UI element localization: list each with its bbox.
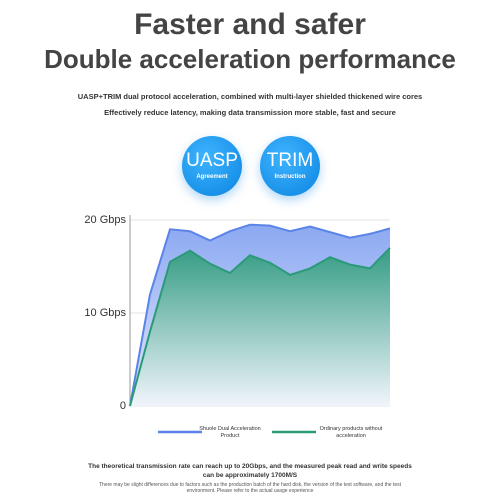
y-tick-label: 20 Gbps bbox=[84, 214, 126, 226]
subtitle: Double acceleration performance bbox=[44, 44, 456, 74]
footnote: The theoretical transmission rate can re… bbox=[88, 463, 412, 479]
legend-label: Shuole Dual Acceleration Product bbox=[199, 426, 261, 439]
badge: UASP Agreement bbox=[182, 136, 242, 196]
description: Effectively reduce latency, making data … bbox=[104, 108, 396, 117]
y-tick-label: 10 Gbps bbox=[84, 307, 126, 319]
badge-caption: Instruction bbox=[274, 174, 306, 180]
badge-caption: Agreement bbox=[196, 174, 228, 180]
area-fill bbox=[130, 247, 390, 406]
title: Faster and safer bbox=[134, 8, 366, 41]
badge-label: TRIM bbox=[266, 150, 314, 171]
y-tick-label: 0 bbox=[120, 400, 126, 412]
series-line bbox=[129, 223, 391, 407]
badge: TRIM Instruction bbox=[260, 136, 320, 196]
badge-label: UASP bbox=[186, 150, 238, 171]
footnote: There may be slight differences due to f… bbox=[98, 482, 402, 494]
series-line bbox=[129, 247, 391, 407]
description: UASP+TRIM dual protocol acceleration, co… bbox=[77, 92, 423, 101]
legend-label: Ordinary products without acceleration bbox=[319, 426, 383, 439]
